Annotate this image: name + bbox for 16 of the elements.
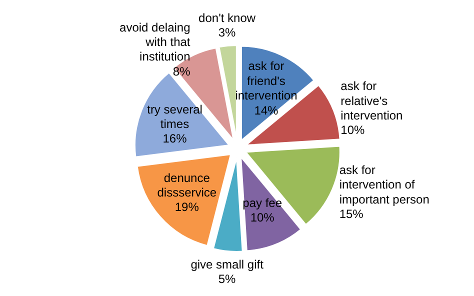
slice-label: ask for intervention of important person bbox=[339, 162, 430, 206]
slice-label: try several times bbox=[147, 102, 202, 131]
data-label: 8% bbox=[172, 64, 191, 78]
slice-label: avoid delaing with that institution bbox=[120, 20, 191, 64]
slice-label: ask for relative's intervention bbox=[340, 79, 403, 123]
data-label: 10% bbox=[250, 210, 275, 225]
data-label: 3% bbox=[218, 25, 236, 40]
slice-label: denunce dissservice bbox=[157, 170, 217, 200]
data-label: 15% bbox=[339, 207, 364, 222]
data-label: 14% bbox=[254, 103, 279, 118]
slice-label: give small gift bbox=[190, 258, 264, 272]
data-label: 16% bbox=[162, 132, 188, 146]
data-label: 5% bbox=[218, 272, 236, 286]
slice-label: don't know bbox=[198, 10, 256, 25]
data-label: 10% bbox=[340, 123, 366, 138]
data-label: 19% bbox=[174, 200, 200, 214]
